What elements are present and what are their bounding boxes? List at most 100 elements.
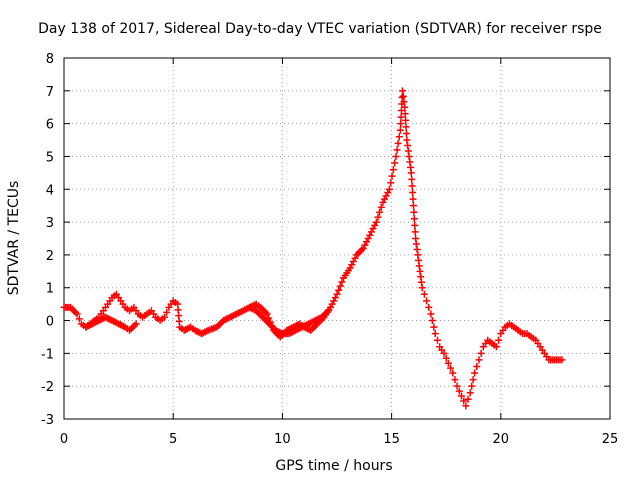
data-point-marker [442,354,450,362]
data-point-marker [381,195,389,203]
data-point-marker [160,313,168,321]
data-point-marker [471,369,479,377]
data-point-marker [495,336,503,344]
data-point-marker [132,320,140,328]
data-point-marker [408,182,416,190]
data-point-marker [397,107,405,115]
y-tick-label: 5 [46,150,54,165]
data-point-marker [411,221,419,229]
y-tick-label: 1 [46,282,54,297]
data-point-marker [430,323,438,331]
data-point-marker [194,328,202,336]
data-point-marker [396,126,404,134]
data-point-marker [129,323,137,331]
data-point-marker [410,215,418,223]
y-tick-label: 2 [46,249,54,264]
data-point-marker [425,303,433,311]
data-point-marker [462,402,470,410]
data-point-marker [333,290,341,298]
data-point-marker [410,208,418,216]
data-point-marker [328,300,336,308]
data-point-marker [466,389,474,397]
x-tick-label: 0 [60,432,68,447]
data-point-marker [371,221,379,229]
y-tick-label: 8 [46,52,54,67]
data-point-marker [75,315,83,323]
y-tick-label: 3 [46,216,54,231]
data-point-marker [372,218,380,226]
data-point-marker [263,310,271,318]
data-point-marker [367,228,375,236]
data-point-marker [67,303,75,311]
data-point-marker [440,349,448,357]
data-point-marker [389,166,397,174]
data-point-marker [351,254,359,262]
data-point-marker [451,376,459,384]
data-point-marker [379,198,387,206]
data-point-marker [402,123,410,131]
data-point-marker [335,286,343,294]
data-point-marker [469,376,477,384]
data-point-marker [398,93,406,101]
data-point-marker [420,290,428,298]
data-point-marker [362,238,370,246]
data-series [60,87,566,410]
data-point-marker [354,249,362,257]
data-point-marker [130,321,138,329]
data-point-marker [359,244,367,252]
data-point-marker [408,175,416,183]
data-point-marker [473,362,481,370]
series-rspe-branch [82,303,332,338]
data-point-marker [395,133,403,141]
data-point-marker [477,349,485,357]
data-point-marker [374,213,382,221]
y-tick-label: 7 [46,85,54,100]
data-point-marker [411,228,419,236]
data-point-marker [369,225,377,233]
grid-lines [64,58,610,419]
data-point-marker [468,382,476,390]
data-point-marker [336,282,344,290]
data-point-marker [71,308,79,316]
data-point-marker [331,294,339,302]
data-point-marker [407,169,415,177]
data-point-marker [127,325,135,333]
data-point-marker [358,246,366,254]
data-point-marker [392,152,400,160]
data-point-marker [431,330,439,338]
data-point-marker [418,284,426,292]
data-point-marker [361,241,369,249]
data-point-marker [397,113,405,121]
data-point-marker [377,203,385,211]
data-point-marker [457,392,465,400]
data-point-marker [423,297,431,305]
data-point-marker [349,257,357,265]
y-tick-label: -3 [41,413,54,428]
data-point-marker [382,192,390,200]
x-tick-label: 5 [169,432,177,447]
data-point-marker [391,159,399,167]
data-point-marker [409,202,417,210]
data-point-marker [447,364,455,372]
y-tick-label: -2 [41,380,54,395]
axis-ticks: 0 5 10 15 20 25 -3 -2 -1 0 1 2 3 4 5 6 7 8 [41,52,618,447]
data-point-marker [492,343,500,351]
data-point-marker [428,317,436,325]
data-point-marker [402,116,410,124]
data-point-marker [364,235,372,242]
data-point-marker [68,305,76,313]
data-point-marker [324,307,332,315]
data-point-marker [388,172,396,180]
data-point-marker [330,297,338,305]
data-point-marker [409,189,417,197]
y-tick-label: -1 [41,347,54,362]
x-tick-label: 10 [274,432,291,447]
data-point-marker [444,359,452,367]
data-point-marker [409,195,417,203]
y-tick-label: 0 [46,315,54,330]
data-point-marker [70,307,78,315]
data-point-marker [449,369,457,377]
data-point-marker [385,185,393,193]
chart-title: Day 138 of 2017, Sidereal Day-to-day VTE… [38,21,602,37]
